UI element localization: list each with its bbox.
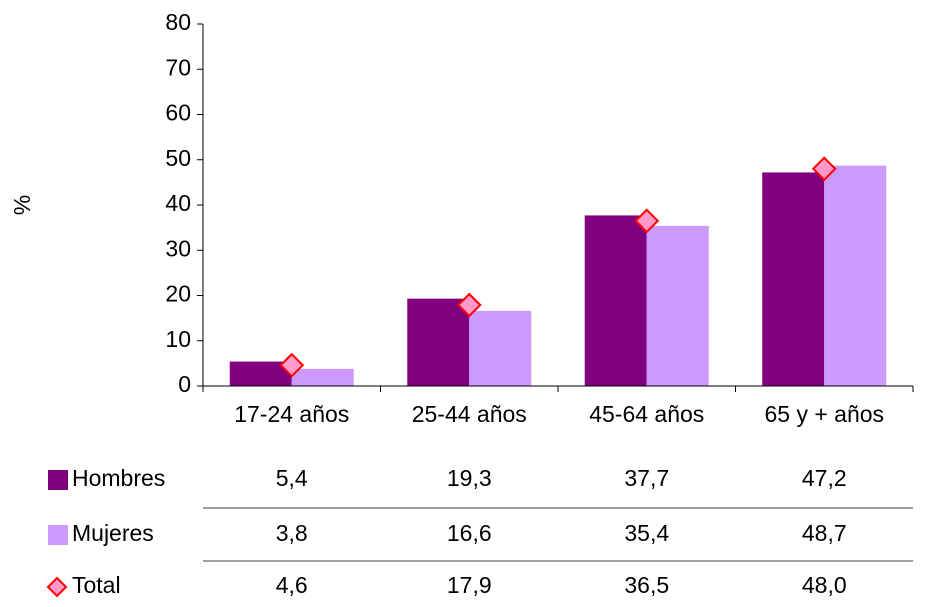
marker <box>811 156 837 182</box>
legend-marker <box>46 576 68 598</box>
bar <box>469 310 532 386</box>
x-tick-label: 45-64 años <box>589 401 704 427</box>
y-tick-label: 50 <box>165 145 191 171</box>
y-tick-label: 60 <box>165 100 191 126</box>
bar <box>407 298 470 386</box>
y-tick-label: 40 <box>165 190 191 216</box>
x-tick-label: 17-24 años <box>234 401 349 427</box>
y-tick-label: 30 <box>165 235 191 261</box>
table-value: 35,4 <box>624 520 669 546</box>
y-axis-label: % <box>9 195 35 215</box>
y-tick-label: 80 <box>165 9 191 35</box>
y-tick-label: 70 <box>165 54 191 80</box>
table-value: 5,4 <box>276 465 308 491</box>
bar <box>291 368 354 386</box>
y-tick-label: 10 <box>165 326 191 352</box>
bar <box>584 215 647 386</box>
bar <box>646 225 709 386</box>
bar <box>824 165 887 386</box>
legend-label: Total <box>72 572 121 598</box>
table-value: 16,6 <box>447 520 492 546</box>
table-value: 47,2 <box>802 465 847 491</box>
marker <box>279 352 305 378</box>
table-value: 19,3 <box>447 465 492 491</box>
x-tick-label: 25-44 años <box>412 401 527 427</box>
legend-label: Mujeres <box>72 520 154 546</box>
marker <box>634 208 660 234</box>
table-value: 48,7 <box>802 520 847 546</box>
table-value: 37,7 <box>624 465 669 491</box>
table-value: 4,6 <box>276 572 308 598</box>
x-tick-label: 65 y + años <box>764 401 884 427</box>
y-tick-label: 0 <box>178 371 191 397</box>
table-value: 48,0 <box>802 572 847 598</box>
bar <box>762 172 825 386</box>
legend-label: Hombres <box>72 465 165 491</box>
y-tick-label: 20 <box>165 281 191 307</box>
legend-swatch <box>48 470 68 490</box>
legend-swatch <box>48 525 68 545</box>
table-value: 3,8 <box>276 520 308 546</box>
marker <box>456 292 482 318</box>
table-value: 36,5 <box>624 572 669 598</box>
table-value: 17,9 <box>447 572 492 598</box>
